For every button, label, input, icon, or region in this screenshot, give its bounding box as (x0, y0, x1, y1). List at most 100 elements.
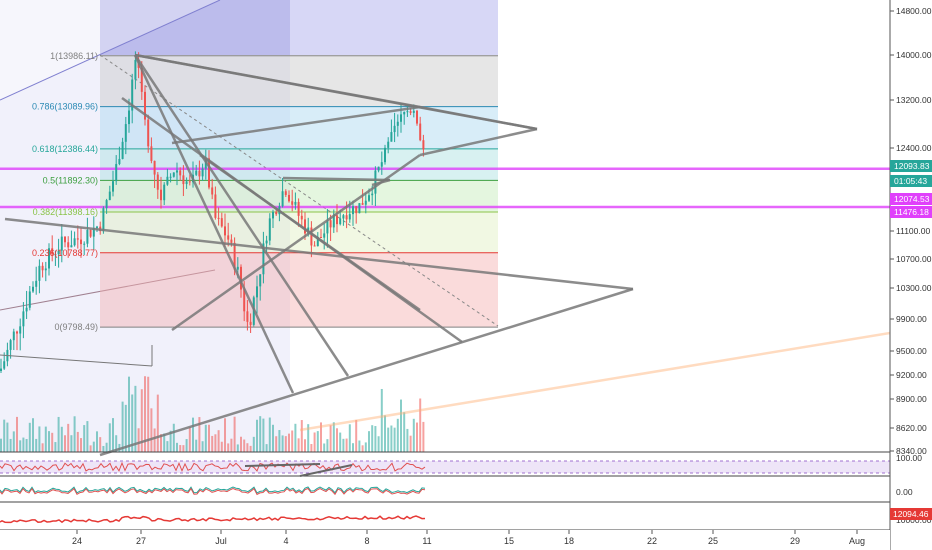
candle-body (211, 187, 214, 195)
candle-body (288, 194, 290, 202)
price-tick-label: 8340.00 (896, 446, 927, 456)
volume-bar (134, 385, 137, 452)
volume-bar (323, 443, 326, 452)
volume-bar (419, 398, 422, 452)
volume-bar (355, 419, 358, 452)
candle-body (384, 147, 386, 163)
candle-body (332, 215, 335, 228)
price-tick-label: 11100.00 (896, 226, 930, 236)
volume-bar (198, 417, 201, 452)
fib-band (100, 106, 498, 149)
volume-bar (19, 440, 22, 452)
volume-bar (320, 422, 322, 452)
volume-bar (89, 445, 92, 452)
candle-body (419, 123, 422, 141)
candle-body (172, 172, 175, 177)
volume-bar (403, 412, 406, 452)
volume-bar (329, 425, 332, 452)
diagonal-line (0, 269, 216, 311)
candle-body (355, 206, 358, 214)
volume-bar (361, 445, 364, 452)
rsi-line (0, 461, 426, 473)
candle-body (153, 160, 156, 175)
rsi-trend-line (299, 464, 353, 477)
volume-bar (182, 445, 185, 452)
candle-body (121, 141, 124, 159)
candle-body (393, 125, 396, 133)
volume-bar (374, 426, 377, 452)
volume-bar (115, 435, 118, 452)
candle-body (240, 266, 242, 290)
volume-bar (246, 443, 249, 452)
price-badge (890, 160, 932, 172)
candle-body (83, 243, 86, 245)
volume-bar (131, 394, 134, 452)
candle-body (48, 248, 50, 269)
time-tick-label: 24 (72, 536, 82, 546)
volume-bar (275, 436, 278, 452)
price-badge-label: 11476.18 (894, 207, 929, 217)
volume-bar (284, 436, 287, 452)
macd-line (0, 486, 426, 494)
volume-bar (54, 442, 57, 452)
candle-body (115, 164, 118, 182)
volume-bar (144, 376, 146, 452)
trend-line-ray (0, 0, 221, 101)
trend-line (133, 54, 350, 377)
volume-bar (16, 416, 18, 452)
time-axis-bg (0, 530, 890, 550)
candle-body (19, 326, 22, 334)
candle-body (320, 236, 322, 238)
time-tick-label: 22 (647, 536, 657, 546)
date-range-top-2 (290, 0, 498, 55)
price-badge (890, 206, 932, 218)
candle-body (92, 227, 95, 237)
candle-body (342, 215, 345, 219)
trend-line (99, 287, 634, 457)
candle-body (297, 201, 300, 216)
candle-body (64, 236, 66, 243)
candle-body (387, 141, 390, 148)
candle-body (275, 211, 278, 215)
candle-body (105, 200, 108, 209)
volume-bar (60, 426, 63, 452)
candle-body (89, 229, 92, 237)
candle-body (73, 238, 76, 246)
price-axis-bg (890, 0, 932, 550)
candle-body (147, 119, 150, 147)
volume-bar (400, 399, 402, 452)
candle-body (80, 239, 82, 245)
volume-bar (48, 431, 50, 452)
volume-bar (6, 422, 9, 452)
candle-body (316, 236, 319, 247)
candle-body (224, 226, 226, 236)
candle-body (134, 59, 137, 80)
candle-body (368, 195, 370, 201)
candle-body (108, 191, 111, 201)
candle-body (374, 170, 377, 194)
candle-body (339, 218, 342, 225)
volume-bar (233, 416, 236, 452)
volume-bar (227, 443, 230, 452)
fib-band (100, 148, 498, 181)
candle-body (304, 219, 306, 234)
volume-bar (380, 388, 383, 452)
volume-bar (249, 445, 252, 452)
candle-body (3, 361, 6, 369)
volume-bar (252, 436, 255, 452)
trend-line (199, 153, 421, 312)
volume-bar (64, 435, 66, 452)
volume-bar (336, 428, 338, 452)
volume-bar (99, 437, 102, 452)
fib-level-label: 0(9798.49) (54, 322, 98, 332)
candle-body (220, 218, 223, 227)
candle-body (390, 132, 393, 142)
volume-bar (384, 415, 386, 452)
price-badge (890, 175, 932, 187)
candle-body (380, 162, 383, 167)
trend-line (133, 54, 295, 394)
price-tick-label: 9500.00 (896, 346, 927, 356)
volume-bar (358, 440, 361, 452)
